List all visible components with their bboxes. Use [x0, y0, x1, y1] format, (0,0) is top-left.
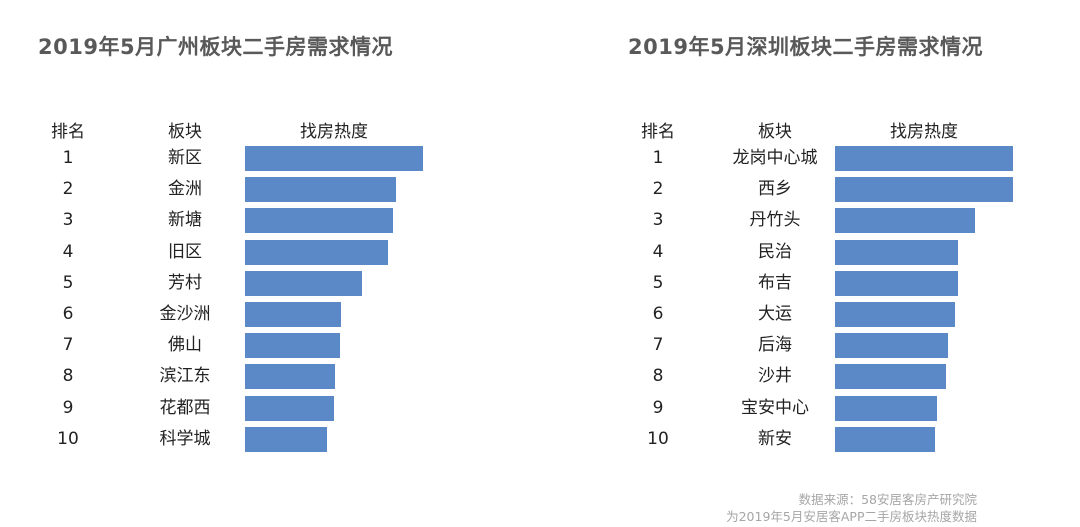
- block-label: 西乡: [758, 179, 792, 200]
- block-label: 芳村: [168, 272, 202, 293]
- rank-label: 7: [652, 335, 664, 356]
- heat-bar: [245, 426, 327, 452]
- header-rank: 排名: [51, 122, 85, 142]
- block-label: 科学城: [159, 428, 211, 449]
- heat-bar: [835, 333, 948, 359]
- heat-bar: [245, 395, 334, 421]
- rank-label: 3: [62, 210, 74, 231]
- heat-bar: [245, 177, 396, 203]
- header-block: 板块: [168, 122, 202, 142]
- block-label: 新塘: [168, 210, 202, 231]
- heat-bar: [835, 239, 958, 265]
- heat-bar: [835, 208, 975, 234]
- source-line-2: 为2019年5月安居客APP二手房板块热度数据: [726, 509, 977, 524]
- block-label: 花都西: [159, 397, 211, 418]
- chart-title: 2019年5月深圳板块二手房需求情况: [628, 35, 984, 59]
- block-label: 金洲: [168, 179, 202, 200]
- heat-bar: [835, 270, 958, 296]
- heat-bar: [835, 426, 935, 452]
- rank-label: 2: [62, 179, 74, 200]
- block-label: 新安: [758, 428, 792, 449]
- heat-bar: [835, 364, 946, 390]
- heat-bar: [835, 395, 937, 421]
- header-heat: 找房热度: [300, 122, 368, 142]
- heat-bar: [245, 270, 362, 296]
- block-label: 龙岗中心城: [732, 148, 818, 168]
- block-label: 沙井: [758, 366, 792, 387]
- block-label: 金沙洲: [159, 304, 211, 324]
- block-label: 滨江东: [159, 366, 211, 387]
- block-label: 布吉: [758, 272, 792, 293]
- block-label: 佛山: [168, 335, 202, 356]
- header-rank: 排名: [641, 122, 675, 142]
- source-line-1: 数据来源：58安居客房产研究院: [798, 492, 977, 507]
- block-label: 新区: [168, 148, 202, 168]
- heat-bar: [245, 333, 340, 359]
- header-heat: 找房热度: [890, 122, 958, 142]
- heat-bar: [835, 302, 955, 327]
- rank-label: 6: [62, 304, 74, 324]
- rank-label: 6: [652, 304, 664, 324]
- rank-label: 5: [62, 272, 74, 293]
- rank-label: 4: [62, 241, 74, 262]
- block-label: 后海: [758, 335, 792, 356]
- rank-label: 9: [62, 397, 74, 418]
- heat-bar: [245, 208, 393, 234]
- rank-label: 7: [62, 335, 74, 356]
- rank-label: 1: [62, 148, 74, 168]
- rank-label: 3: [652, 210, 664, 231]
- rank-label: 4: [652, 241, 664, 262]
- rank-label: 2: [652, 179, 664, 200]
- block-label: 大运: [758, 304, 792, 324]
- rank-label: 8: [652, 366, 664, 387]
- header-block: 板块: [758, 122, 792, 142]
- heat-bar: [245, 364, 335, 390]
- rank-label: 10: [57, 428, 79, 449]
- rank-label: 10: [647, 428, 669, 449]
- heat-bar: [245, 302, 341, 327]
- rank-label: 8: [62, 366, 74, 387]
- chart-title: 2019年5月广州板块二手房需求情况: [38, 35, 394, 59]
- block-label: 旧区: [168, 241, 202, 262]
- block-label: 丹竹头: [749, 210, 801, 231]
- heat-bar: [835, 146, 1013, 171]
- block-label: 宝安中心: [741, 397, 809, 418]
- rank-label: 9: [652, 397, 664, 418]
- heat-bar: [835, 177, 1013, 203]
- heat-bar: [245, 146, 423, 171]
- heat-bar: [245, 239, 388, 265]
- rank-label: 1: [652, 148, 664, 168]
- rank-label: 5: [652, 272, 664, 293]
- block-label: 民治: [758, 241, 792, 262]
